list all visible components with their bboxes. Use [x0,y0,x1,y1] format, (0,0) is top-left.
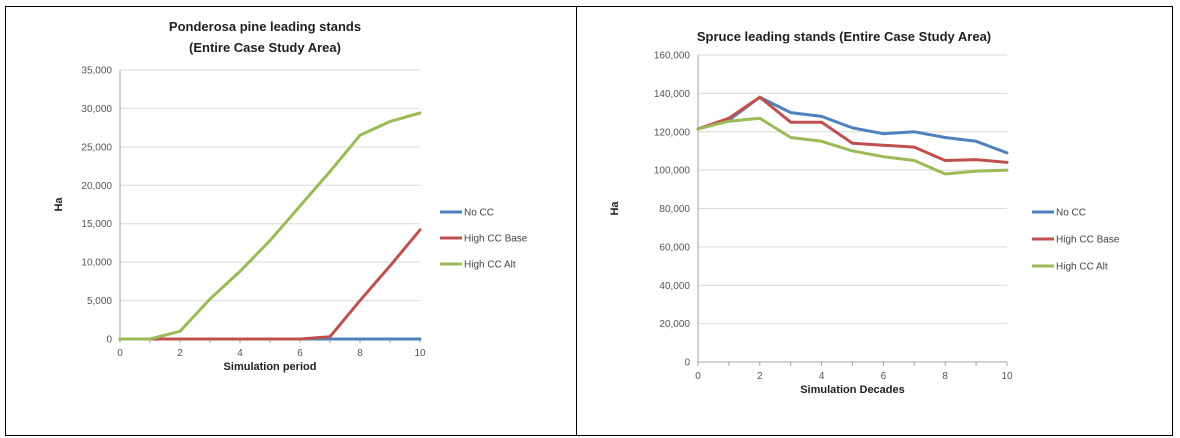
legend-label: High CC Alt [464,260,516,271]
y-tick-label: 35,000 [81,66,112,77]
x-tick-label: 10 [414,348,426,359]
legend-label: High CC Base [464,234,528,245]
y-tick-label: 20,000 [81,181,112,192]
table-frame [5,6,1173,436]
y-tick-label: 60,000 [659,242,690,253]
y-axis-label: Ha [609,201,621,216]
ponderosa-pine-chart: Ponderosa pine leading stands (Entire Cas… [53,19,528,373]
y-tick-label: 0 [684,358,690,369]
x-tick-label: 0 [695,371,701,382]
x-tick-label: 0 [117,348,123,359]
x-tick-label: 10 [1001,371,1013,382]
x-tick-label: 6 [881,371,887,382]
series-line-high-cc-alt [118,111,422,341]
x-tick-label: 2 [177,348,183,359]
x-axis-label: Simulation Decades [800,384,905,396]
y-tick-label: 120,000 [654,127,691,138]
y-tick-label: 10,000 [81,258,112,269]
legend-label: No CC [464,208,494,219]
y-tick-label: 0 [106,335,112,346]
table-left-border [5,6,6,436]
x-axis-label: Simulation period [224,361,317,373]
y-tick-label: 25,000 [81,142,112,153]
legend-label: High CC Alt [1056,262,1108,273]
series-line-high-cc-base [696,95,1009,164]
y-tick-label: 5,000 [87,296,112,307]
y-tick-label: 80,000 [659,204,690,215]
chart-title: Spruce leading stands (Entire Case Study… [697,29,991,44]
spruce-chart: Spruce leading stands (Entire Case Study… [609,29,1120,396]
series-line-high-cc-base [118,228,422,341]
x-tick-label: 8 [942,371,948,382]
series-line-high-cc-alt [696,116,1009,176]
x-tick-label: 2 [757,371,763,382]
y-tick-label: 160,000 [654,51,691,62]
y-tick-label: 30,000 [81,104,112,115]
y-tick-label: 20,000 [659,319,690,330]
y-tick-label: 15,000 [81,219,112,230]
x-tick-label: 8 [357,348,363,359]
x-tick-label: 6 [297,348,303,359]
chart-title: Ponderosa pine leading stands [169,19,361,34]
x-tick-label: 4 [819,371,825,382]
legend-label: No CC [1056,208,1086,219]
chart-title: (Entire Case Study Area) [189,40,341,55]
table-cell-divider [576,6,577,436]
legend-label: High CC Base [1056,235,1120,246]
y-tick-label: 140,000 [654,89,691,100]
table-right-border [1172,6,1173,436]
y-axis-label: Ha [53,197,65,212]
x-tick-label: 4 [237,348,243,359]
y-tick-label: 40,000 [659,281,690,292]
y-tick-label: 100,000 [654,166,691,177]
